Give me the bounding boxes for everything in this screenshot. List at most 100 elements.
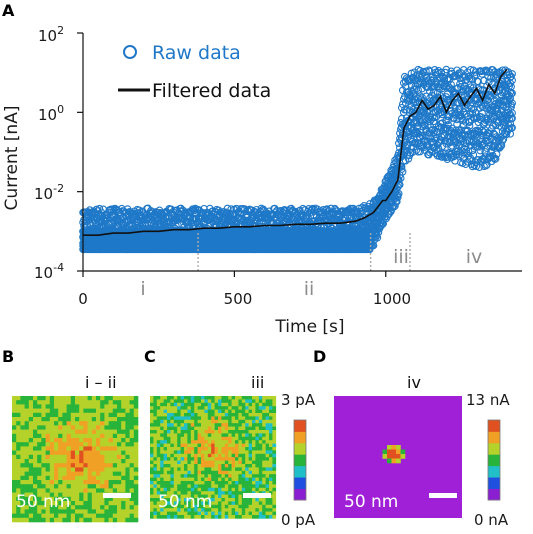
map-pixel	[91, 484, 97, 489]
map-pixel	[187, 413, 192, 417]
map-pixel	[28, 471, 34, 477]
map-pixel	[49, 513, 55, 519]
map-pixel	[173, 406, 178, 410]
map-pixel	[16, 471, 21, 477]
map-pixel	[58, 425, 63, 430]
map-pixel	[83, 501, 88, 506]
map-pixel	[112, 417, 118, 422]
map-pixel	[62, 421, 67, 426]
map-pixel	[75, 425, 80, 430]
map-pixel	[150, 419, 154, 424]
map-pixel	[187, 409, 192, 414]
map-pixel	[163, 423, 168, 427]
map-pixel	[269, 409, 273, 414]
map-pixel	[125, 400, 130, 405]
map-pixel	[54, 517, 59, 523]
map-pixel	[12, 454, 17, 460]
map-pixel	[112, 421, 118, 426]
map-pixel	[201, 409, 205, 414]
map-pixel	[255, 406, 260, 410]
map-pixel	[83, 467, 88, 472]
phase-label-iv: iv	[466, 246, 483, 268]
map-pixel	[91, 496, 97, 502]
map-pixel	[16, 412, 21, 418]
map-pixel	[33, 484, 38, 489]
map-pixel	[75, 492, 80, 498]
map-pixel	[104, 463, 109, 468]
map-pixel	[28, 421, 34, 426]
map-pixel	[75, 484, 80, 489]
map-pixel	[62, 475, 67, 481]
map-pixel	[133, 509, 139, 514]
map-pixel	[221, 402, 226, 407]
map-pixel	[20, 417, 25, 422]
map-pixel	[70, 429, 76, 435]
map-pixel	[75, 459, 80, 464]
map-pixel	[62, 412, 67, 418]
map-pixel	[83, 408, 88, 414]
map-pixel	[87, 433, 93, 439]
map-pixel	[28, 400, 34, 405]
map-pixel	[33, 412, 38, 418]
map-pixel	[87, 488, 93, 493]
map-pixel	[28, 484, 34, 489]
map-pixel	[41, 475, 46, 481]
map-pixel	[16, 396, 21, 401]
map-pixel	[100, 488, 105, 493]
map-pixel	[117, 412, 122, 418]
map-pixel	[41, 421, 46, 426]
map-pixel	[108, 471, 114, 477]
map-pixel	[24, 408, 30, 414]
legend: Raw data Filtered data	[118, 42, 271, 102]
map-pixel	[160, 423, 164, 427]
map-pixel	[62, 513, 67, 519]
map-pixel	[211, 419, 215, 424]
map-pixel	[156, 399, 161, 404]
map-pixel	[104, 475, 109, 481]
map-pixel	[24, 429, 30, 435]
map-pixel	[133, 513, 139, 519]
map-pixel	[125, 446, 130, 451]
map-pixel	[45, 484, 51, 489]
map-pixel	[96, 446, 101, 451]
map-pixel	[37, 400, 42, 405]
map-pixel	[54, 442, 59, 447]
map-pixel	[245, 409, 249, 414]
map-pixel	[121, 412, 126, 418]
map-pixel	[54, 412, 59, 418]
map-pixel	[33, 421, 38, 426]
map-pixel	[112, 412, 118, 418]
map-pixel	[153, 416, 158, 421]
map-pixel	[156, 416, 161, 421]
map-pixel	[218, 406, 222, 410]
map-pixel	[28, 454, 34, 460]
map-pixel	[272, 396, 277, 400]
y-tick-label-1e2: 102	[38, 24, 64, 45]
map-pixel	[20, 471, 25, 477]
map-pixel	[170, 396, 175, 400]
map-pixel	[58, 475, 63, 481]
map-pixel	[100, 421, 105, 426]
raw-data-point	[416, 147, 424, 156]
map-pixel	[187, 423, 192, 427]
map-pixel	[112, 463, 118, 468]
map-pixel	[129, 488, 135, 493]
map-pixel	[125, 450, 130, 456]
map-pixel	[245, 423, 249, 427]
map-pixel	[91, 467, 97, 472]
map-pixel	[108, 513, 114, 519]
map-pixel	[211, 396, 215, 400]
map-pixel	[231, 399, 236, 404]
map-pixel	[262, 413, 266, 417]
map-pixel	[16, 484, 21, 489]
map-pixel	[87, 429, 93, 435]
map-pixel	[133, 475, 139, 481]
map-pixel	[129, 505, 135, 510]
map-pixel	[104, 484, 109, 489]
raw-data-point	[475, 163, 484, 171]
map-pixel	[62, 459, 67, 464]
map-pixel	[41, 513, 46, 519]
map-pixel	[79, 421, 84, 426]
map-pixel	[16, 408, 21, 414]
map-pixel	[12, 446, 17, 451]
